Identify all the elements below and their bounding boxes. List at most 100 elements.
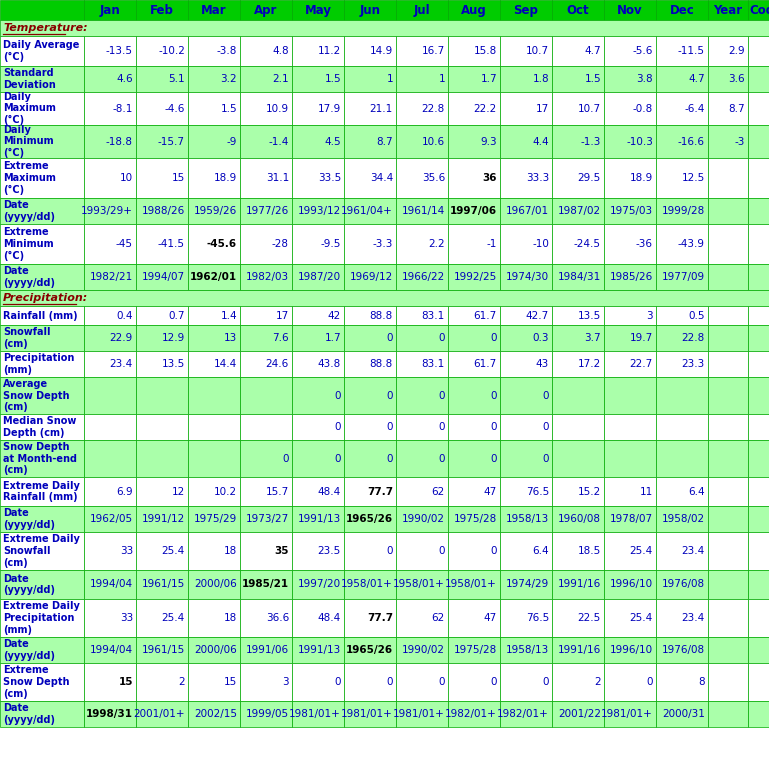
Text: 22.9: 22.9 xyxy=(110,333,133,343)
Text: 1976/08: 1976/08 xyxy=(662,645,705,655)
Text: 10.7: 10.7 xyxy=(526,46,549,56)
Bar xyxy=(448,532,500,570)
Bar xyxy=(708,158,748,198)
Bar xyxy=(240,506,292,532)
Bar xyxy=(604,701,656,727)
Bar xyxy=(292,306,344,325)
Bar xyxy=(188,306,240,325)
Text: 1978/07: 1978/07 xyxy=(610,514,653,524)
Text: 0: 0 xyxy=(542,390,549,400)
Bar xyxy=(240,351,292,377)
Bar xyxy=(136,264,188,290)
Text: -45: -45 xyxy=(116,239,133,249)
Bar xyxy=(396,66,448,92)
Text: 4.8: 4.8 xyxy=(272,46,289,56)
Text: 1991/13: 1991/13 xyxy=(298,514,341,524)
Text: 1974/29: 1974/29 xyxy=(506,580,549,590)
Text: 1991/13: 1991/13 xyxy=(298,645,341,655)
Text: 1981/01+: 1981/01+ xyxy=(289,709,341,719)
Bar xyxy=(188,377,240,414)
Text: 1982/03: 1982/03 xyxy=(246,272,289,282)
Bar xyxy=(604,532,656,570)
Bar xyxy=(240,306,292,325)
Text: 21.1: 21.1 xyxy=(370,104,393,114)
Bar xyxy=(136,477,188,506)
Bar xyxy=(292,701,344,727)
Bar xyxy=(0,36,84,66)
Text: -3.3: -3.3 xyxy=(373,239,393,249)
Bar xyxy=(448,36,500,66)
Text: -1.3: -1.3 xyxy=(581,136,601,146)
Bar xyxy=(84,198,136,224)
Bar xyxy=(0,532,84,570)
Bar xyxy=(552,377,604,414)
Bar xyxy=(188,701,240,727)
Text: 76.5: 76.5 xyxy=(526,613,549,623)
Text: 47: 47 xyxy=(484,487,497,496)
Text: 22.8: 22.8 xyxy=(682,333,705,343)
Bar xyxy=(396,477,448,506)
Bar xyxy=(396,92,448,125)
Text: 48.4: 48.4 xyxy=(318,613,341,623)
Bar xyxy=(84,125,136,158)
Text: 36.6: 36.6 xyxy=(266,613,289,623)
Bar xyxy=(136,414,188,440)
Bar xyxy=(396,125,448,158)
Text: 1976/08: 1976/08 xyxy=(662,580,705,590)
Bar xyxy=(448,325,500,351)
Text: 1967/01: 1967/01 xyxy=(506,206,549,216)
Text: 1958/01+: 1958/01+ xyxy=(393,580,445,590)
Text: Snowfall
(cm): Snowfall (cm) xyxy=(3,327,51,349)
Bar xyxy=(0,20,769,36)
Text: Average
Snow Depth
(cm): Average Snow Depth (cm) xyxy=(3,379,69,412)
Text: 2000/06: 2000/06 xyxy=(195,580,237,590)
Bar xyxy=(84,506,136,532)
Text: 0: 0 xyxy=(438,677,445,687)
Bar xyxy=(552,158,604,198)
Bar xyxy=(448,440,500,477)
Bar xyxy=(188,264,240,290)
Bar xyxy=(136,570,188,599)
Text: 13.5: 13.5 xyxy=(161,359,185,369)
Text: 1993/12: 1993/12 xyxy=(298,206,341,216)
Text: 0: 0 xyxy=(542,677,549,687)
Text: 4.7: 4.7 xyxy=(688,74,705,84)
Text: 1.5: 1.5 xyxy=(584,74,601,84)
Bar xyxy=(656,351,708,377)
Text: 4.5: 4.5 xyxy=(325,136,341,146)
Text: 1.4: 1.4 xyxy=(221,311,237,320)
Bar xyxy=(500,506,552,532)
Text: 6.4: 6.4 xyxy=(688,487,705,496)
Text: Date
(yyyy/dd): Date (yyyy/dd) xyxy=(3,200,55,222)
Bar xyxy=(396,377,448,414)
Text: 1.5: 1.5 xyxy=(325,74,341,84)
Text: 1: 1 xyxy=(438,74,445,84)
Text: 1961/14: 1961/14 xyxy=(401,206,445,216)
Bar xyxy=(0,92,84,125)
Bar xyxy=(448,224,500,264)
Text: Snow Depth
at Month-end
(cm): Snow Depth at Month-end (cm) xyxy=(3,442,77,475)
Text: 1981/01+: 1981/01+ xyxy=(341,709,393,719)
Text: 1985/21: 1985/21 xyxy=(242,580,289,590)
Bar xyxy=(188,198,240,224)
Text: 2001/22: 2001/22 xyxy=(558,709,601,719)
Text: 23.3: 23.3 xyxy=(682,359,705,369)
Text: 12.9: 12.9 xyxy=(161,333,185,343)
Bar xyxy=(604,377,656,414)
Text: 83.1: 83.1 xyxy=(421,359,445,369)
Text: Temperature:: Temperature: xyxy=(3,23,88,33)
Text: 0: 0 xyxy=(491,677,497,687)
Text: 18.9: 18.9 xyxy=(630,173,653,183)
Bar xyxy=(0,290,769,306)
Bar xyxy=(500,158,552,198)
Bar xyxy=(604,506,656,532)
Bar xyxy=(708,306,748,325)
Bar xyxy=(0,414,84,440)
Bar xyxy=(708,663,748,701)
Bar xyxy=(500,663,552,701)
Bar xyxy=(708,264,748,290)
Text: Daily
Minimum
(°C): Daily Minimum (°C) xyxy=(3,125,54,158)
Bar xyxy=(84,477,136,506)
Bar xyxy=(656,125,708,158)
Text: 10.2: 10.2 xyxy=(214,487,237,496)
